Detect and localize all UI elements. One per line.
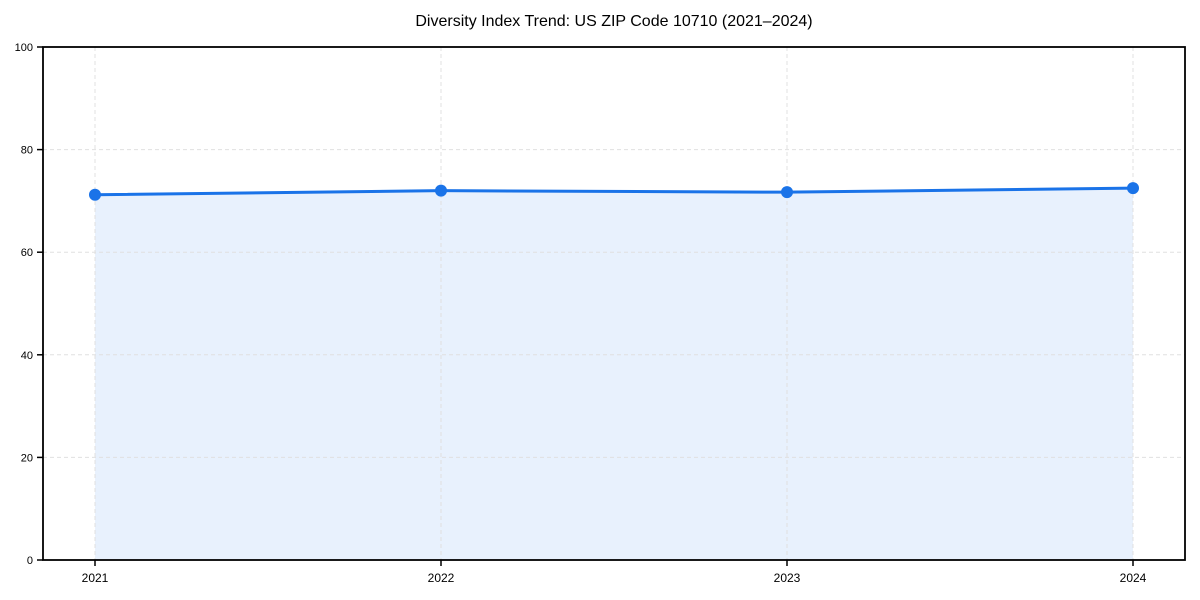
y-tick-label: 20 (21, 452, 33, 464)
plot-border (42, 46, 1186, 561)
y-tick-label: 40 (21, 350, 33, 362)
trend-line (93, 186, 1135, 197)
data-point (89, 188, 101, 201)
x-tick-label: 2024 (1120, 571, 1147, 585)
x-tick-label: 2021 (82, 571, 109, 585)
y-tick-label: 100 (15, 42, 33, 54)
data-point (1127, 182, 1139, 195)
y-tick-label: 80 (21, 145, 33, 157)
y-tick-label: 0 (27, 555, 33, 567)
data-point (781, 186, 793, 199)
x-tick-label: 2022 (428, 571, 455, 585)
chart-title: Diversity Index Trend: US ZIP Code 10710… (415, 13, 813, 30)
area-fill (95, 188, 1133, 560)
data-point (435, 184, 447, 197)
x-tick-label: 2023 (774, 571, 801, 585)
y-tick-label: 60 (21, 247, 33, 259)
